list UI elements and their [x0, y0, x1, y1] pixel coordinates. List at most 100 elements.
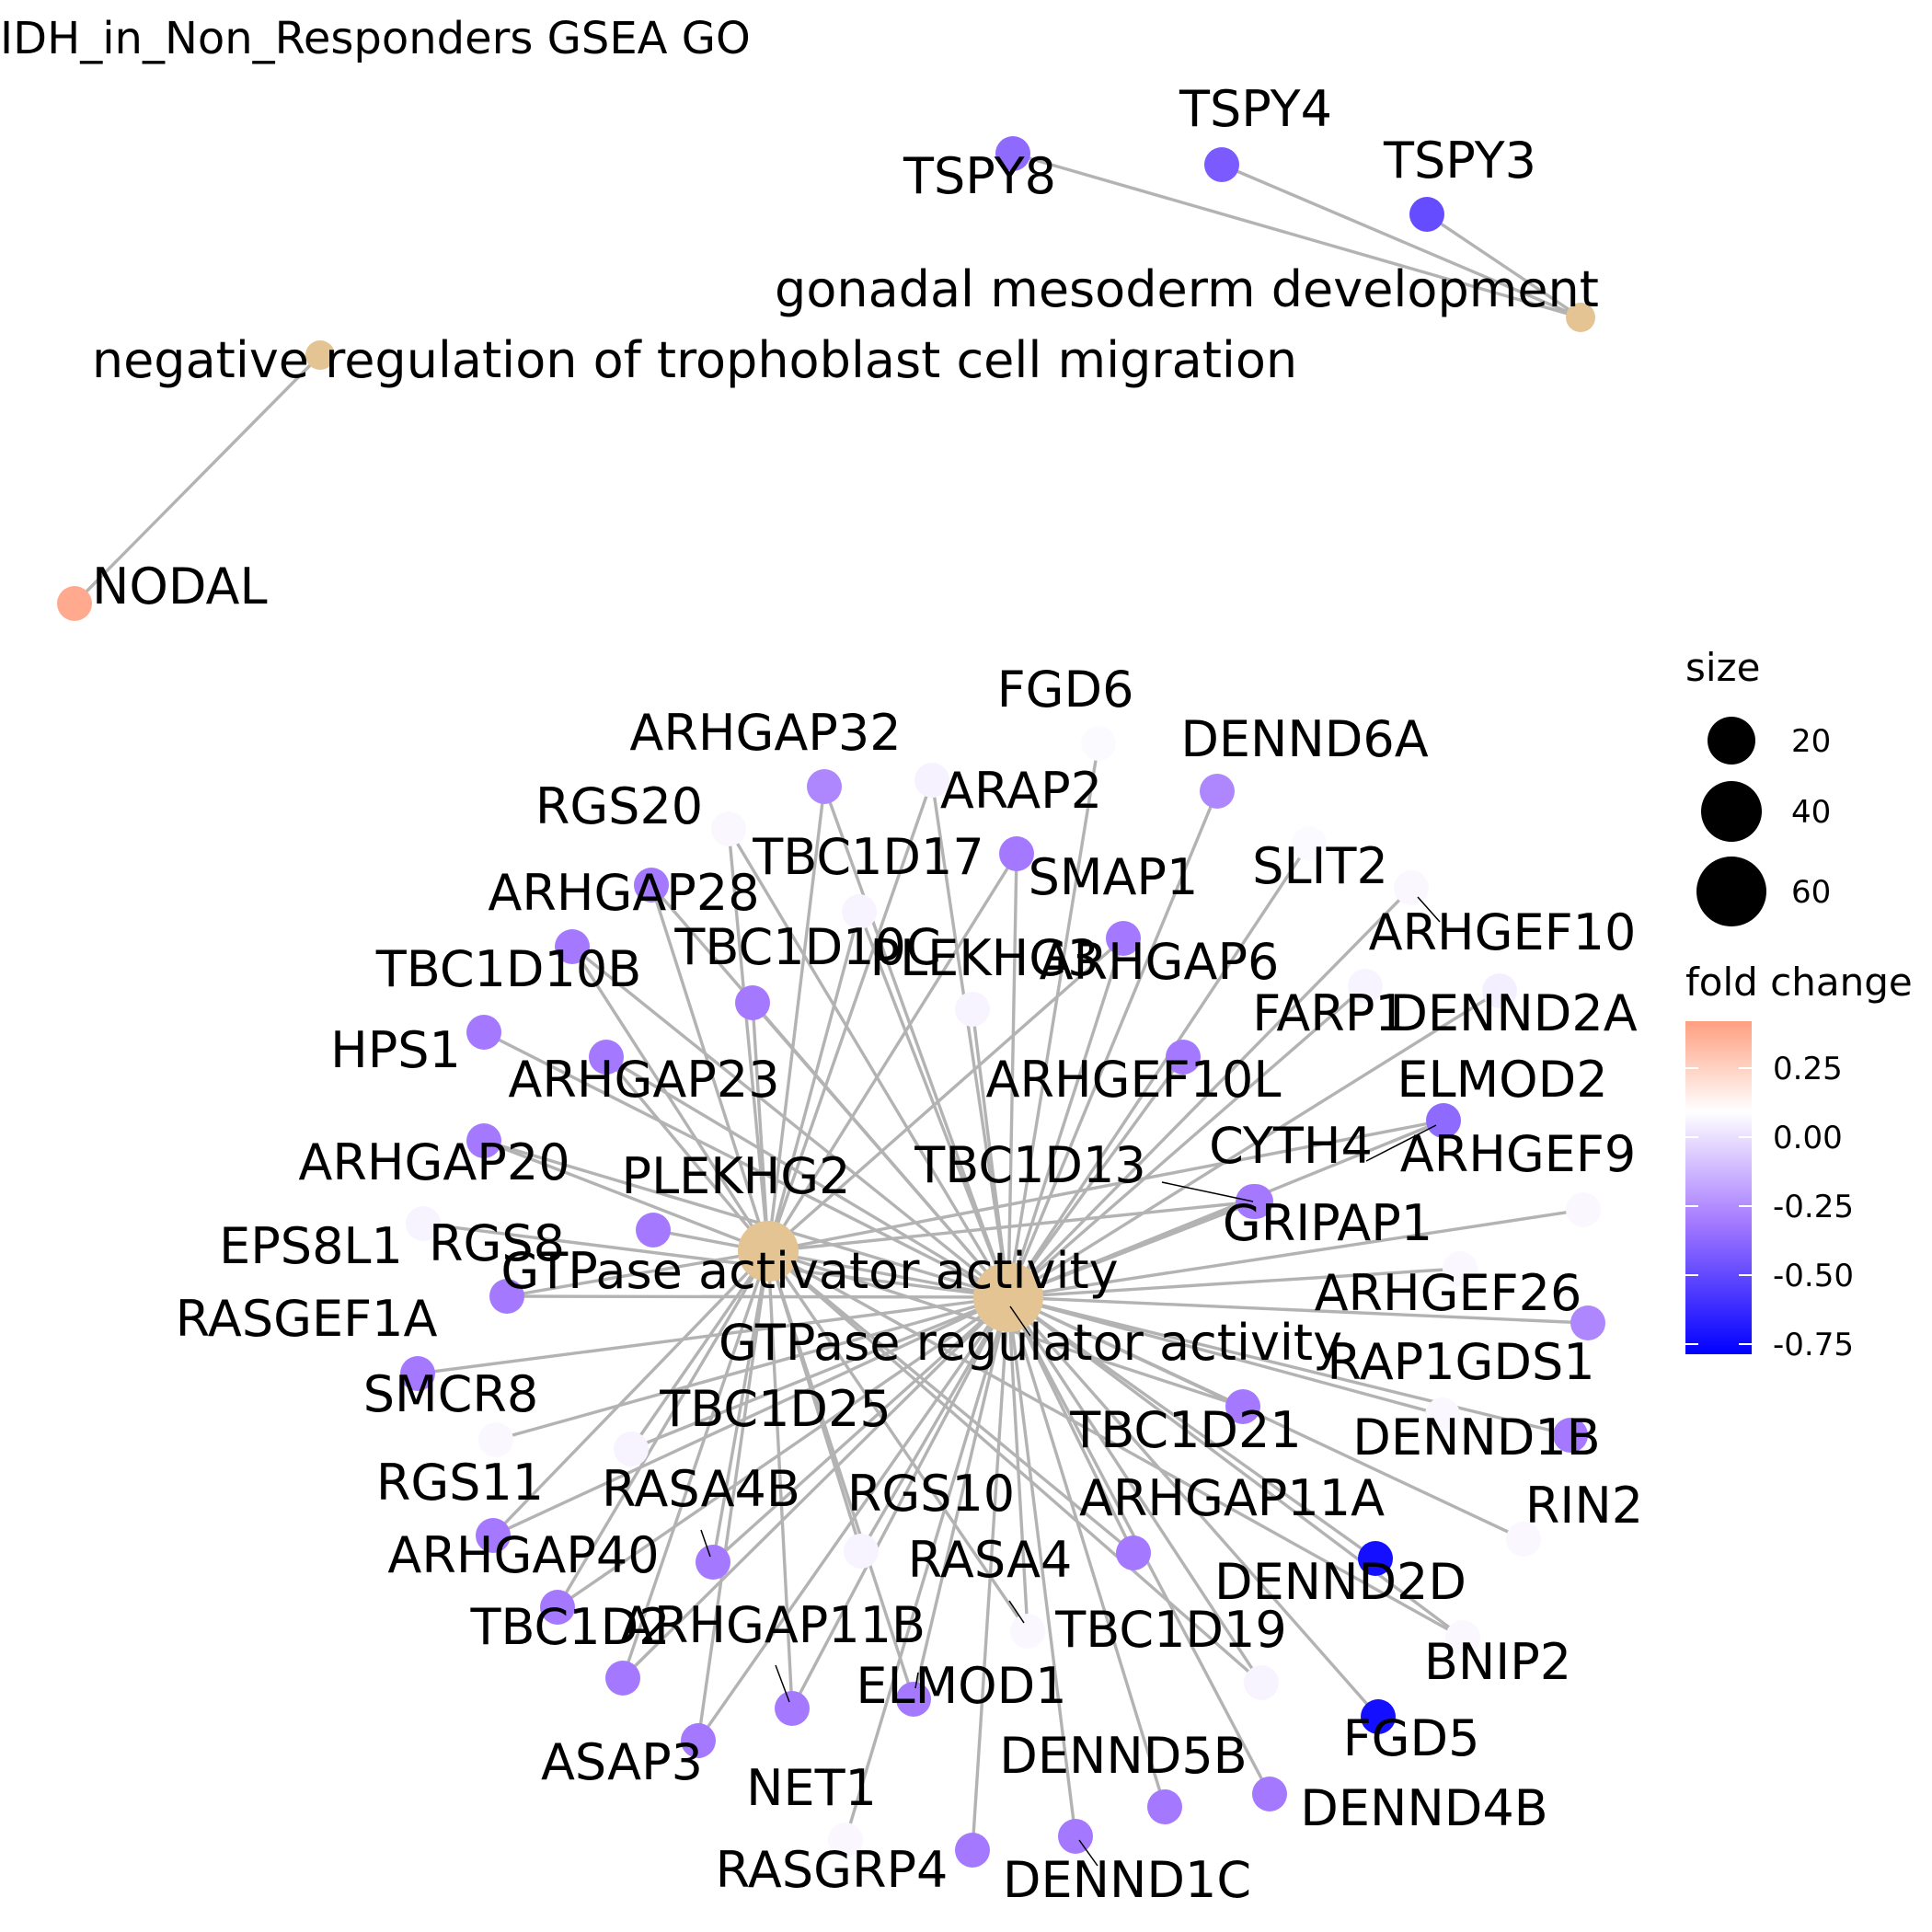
- gene-label-arhgap28: ARHGAP28: [488, 864, 759, 922]
- category-label-negative-regulation-of-trophoblast-cell-migration: negative regulation of trophoblast cell …: [92, 331, 1297, 389]
- edge-tbc1d2-gtpase_activator: [621, 1250, 770, 1679]
- edge-rasa4b-gtpase_activator: [711, 1250, 770, 1563]
- edge-plekhg3-gtpase_regulator: [971, 1008, 1010, 1298]
- edge-arhgap23-gtpase_regulator: [605, 1055, 1009, 1299]
- gene-label-tbc1d25: TBC1D25: [659, 1380, 891, 1438]
- label-leader-rasa4b: [700, 1529, 711, 1558]
- edge-rgs8-gtpase_regulator: [506, 1294, 1009, 1299]
- gene-node-tbc1d10c: [735, 985, 770, 1020]
- edge-asap3-gtpase_activator: [696, 1250, 770, 1742]
- label-leader-elmod2: [1365, 1124, 1437, 1162]
- gene-node-tspy4: [1204, 147, 1239, 182]
- edge-dennd1c-gtpase_regulator: [1006, 1296, 1077, 1837]
- edge-arap2-gtpase_activator: [766, 779, 934, 1252]
- gene-node-arhgap32: [807, 769, 842, 804]
- gene-node-rasgrp4: [955, 1833, 990, 1868]
- gene-node-arhgap40: [540, 1590, 575, 1625]
- gene-label-arhgap32: ARHGAP32: [629, 704, 901, 762]
- edge-arhgap20-gtpase_regulator: [483, 1139, 1009, 1299]
- gene-label-dennd1b: DENND1B: [1352, 1409, 1600, 1466]
- gene-node-dennd6a: [1200, 774, 1235, 809]
- size-legend-label-60: 60: [1791, 874, 1831, 911]
- gene-label-tspy4: TSPY4: [1179, 80, 1332, 138]
- color-legend-title: fold change: [1685, 960, 1913, 1005]
- gene-label-rasa4b: RASA4B: [602, 1460, 800, 1518]
- gene-label-fgd6: FGD6: [997, 661, 1134, 719]
- color-legend-tick-label: -0.25: [1773, 1189, 1854, 1225]
- gene-label-rgs8: RGS8: [429, 1214, 565, 1272]
- edge-dennd2a-gtpase_regulator: [1007, 989, 1501, 1299]
- edge-arhgap6-gtpase_regulator: [1006, 937, 1125, 1298]
- gene-label-dennd5b: DENND5B: [999, 1727, 1247, 1785]
- gene-label-tbc1d13: TBC1D13: [914, 1136, 1145, 1194]
- gene-label-arhgef26: ARHGEF26: [1315, 1264, 1582, 1322]
- gene-label-tbc1d10b: TBC1D10B: [375, 940, 641, 998]
- gene-label-tbc1d2: TBC1D2: [469, 1598, 670, 1656]
- edge-elmod2-gtpase_activator: [767, 1119, 1444, 1253]
- edge-rin2-gtpase_regulator: [1007, 1295, 1524, 1541]
- gene-label-rgs11: RGS11: [376, 1454, 544, 1512]
- edge-arhgap28-gtpase_activator: [650, 884, 770, 1252]
- size-legend-label-20: 20: [1791, 723, 1831, 760]
- gene-node-hps1: [466, 1015, 501, 1050]
- label-leader-dennd1c: [1078, 1839, 1098, 1867]
- gene-label-rgs20: RGS20: [535, 777, 703, 835]
- edge-bnip2-gtpase_regulator: [1006, 1295, 1465, 1639]
- gene-label-smcr8: SMCR8: [363, 1365, 538, 1423]
- gene-node-arhgap6: [1106, 921, 1141, 956]
- gene-node-tbc1d10b: [555, 929, 590, 964]
- gene-label-arap2: ARAP2: [940, 762, 1102, 820]
- gene-label-rin2: RIN2: [1525, 1477, 1643, 1535]
- gene-label-tbc1d17: TBC1D17: [752, 828, 983, 886]
- plot-title: IDH_in_Non_Responders GSEA GO: [0, 13, 751, 64]
- gene-node-dennd1b: [1553, 1418, 1588, 1453]
- legend: size 20 40 60 fold change 0.25 0.00 -0.2…: [1685, 645, 1913, 1363]
- label-leader-elmod1: [914, 1672, 919, 1689]
- network-nodes: [57, 136, 1605, 1868]
- edge-arhgef9-gtpase_regulator: [1007, 1208, 1584, 1299]
- gene-node-bnip2: [1445, 1620, 1480, 1655]
- gene-node-rin2: [1506, 1522, 1541, 1557]
- edge-arhgap6-gtpase_activator: [766, 937, 1125, 1253]
- gene-label-elmod2: ELMOD2: [1397, 1051, 1607, 1109]
- gene-node-arhgef10: [1394, 870, 1429, 905]
- gene-label-arhgef9: ARHGEF9: [1400, 1125, 1636, 1183]
- gene-label-cyth4: CYTH4: [1209, 1117, 1373, 1175]
- edge-arhgef26-gtpase_regulator: [1007, 1295, 1589, 1325]
- gene-label-dennd2d: DENND2D: [1214, 1553, 1466, 1611]
- edge-arhgef10-gtpase_regulator: [1006, 886, 1413, 1299]
- edge-tbc1d17-gtpase_activator: [766, 911, 861, 1252]
- label-leader-rasa4: [1008, 1600, 1025, 1624]
- gene-label-arhgap20: ARHGAP20: [298, 1133, 569, 1191]
- edge-fgd6-gtpase_regulator: [1006, 742, 1100, 1298]
- label-leader-gtpase-regulator-activity: [1009, 1305, 1031, 1337]
- gene-label-gripap1: GRIPAP1: [1223, 1194, 1432, 1252]
- edge-asap3-gtpase_regulator: [696, 1296, 1010, 1742]
- gene-label-dennd6a: DENND6A: [1180, 710, 1428, 768]
- gene-node-tspy8: [995, 136, 1030, 171]
- gene-node-tbc1d21: [1225, 1389, 1260, 1424]
- edge-arhgap40-gtpase_regulator: [557, 1295, 1009, 1609]
- label-leader-tbc1d13: [1161, 1181, 1254, 1202]
- edge-arhgap11b-gtpase_activator: [766, 1250, 794, 1709]
- edge-rgs20-gtpase_activator: [727, 828, 770, 1252]
- edge-dennd5b-gtpase_regulator: [1006, 1296, 1167, 1808]
- gene-label-arhgap23: ARHGAP23: [508, 1051, 779, 1109]
- edge-dennd1b-gtpase_regulator: [1007, 1295, 1571, 1437]
- gene-label-eps8l1: EPS8L1: [219, 1217, 403, 1275]
- gene-node-arap2: [914, 763, 949, 798]
- category-label-gonadal-mesoderm-development: gonadal mesoderm development: [775, 260, 1599, 318]
- edge-tbc1d25-gtpase_regulator: [630, 1295, 1009, 1451]
- category-node-gtpase-activator-activity: [738, 1221, 799, 1282]
- edge-tbc1d10c-gtpase_regulator: [751, 1001, 1010, 1299]
- gene-node-elmod2: [1426, 1103, 1461, 1138]
- edge-elmod1-gtpase_activator: [766, 1250, 915, 1700]
- gene-label-fgd5: FGD5: [1343, 1709, 1480, 1767]
- edge-tspy4-gonadal: [1221, 163, 1581, 319]
- edge-bnip2-gtpase_activator: [767, 1249, 1464, 1639]
- gene-label-arhgap6: ARHGAP6: [1040, 933, 1280, 991]
- gene-node-rgs20: [711, 811, 746, 846]
- edge-rgs20-gtpase_regulator: [727, 828, 1010, 1298]
- gene-label-dennd2a: DENND2A: [1389, 984, 1637, 1042]
